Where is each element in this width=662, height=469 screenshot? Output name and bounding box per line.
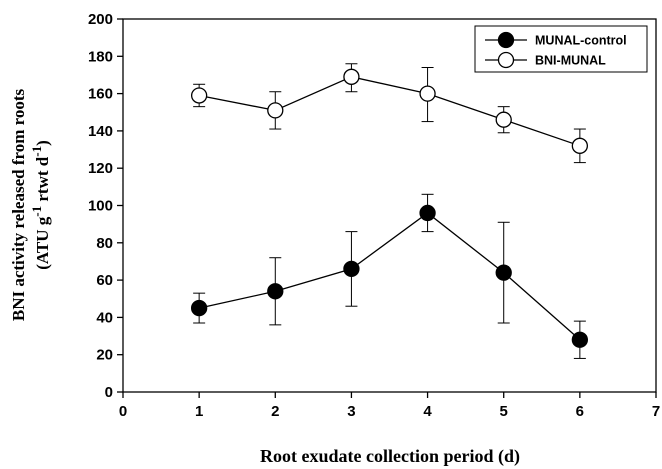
x-tick-label: 1: [195, 403, 203, 420]
data-point-bni-munal: [343, 68, 360, 85]
data-point-bni-munal: [571, 137, 589, 154]
y-tick-label: 60: [96, 272, 113, 289]
y-tick-label: 200: [88, 11, 113, 28]
x-tick-label: 7: [652, 403, 660, 420]
series-line-munal-control: [199, 212, 581, 341]
y-tick-label: 180: [88, 48, 113, 65]
y-axis-title-line2: (ATU g-1 rtwt d-1): [29, 140, 52, 270]
y-tick-label: 20: [96, 347, 113, 364]
data-point-bni-munal: [267, 102, 284, 119]
y-tick-label: 80: [96, 235, 113, 252]
data-point-munal-control: [571, 331, 589, 348]
data-point-munal-control: [419, 204, 436, 222]
legend-label-munal-control: MUNAL-control: [535, 34, 627, 48]
data-point-bni-munal: [419, 85, 436, 102]
legend: MUNAL-control BNI-MUNAL: [474, 25, 648, 73]
y-tick-label: 140: [88, 123, 113, 140]
series-munal-control: [190, 193, 589, 359]
legend-marker-munal-control: [497, 31, 515, 49]
data-point-bni-munal: [190, 87, 208, 104]
y-tick-label: 100: [88, 198, 113, 215]
series-line-bni-munal: [199, 76, 581, 147]
x-axis-ticks: 0 1 2 3 4 5 6 7: [119, 392, 660, 420]
x-tick-label: 5: [500, 403, 508, 420]
y-tick-label: 0: [105, 384, 113, 401]
series-bni-munal: [190, 63, 589, 164]
data-point-munal-control: [267, 283, 284, 300]
data-point-bni-munal: [495, 111, 512, 128]
x-tick-label: 3: [347, 403, 355, 420]
y-tick-label: 120: [88, 160, 113, 177]
y-tick-label: 40: [96, 309, 113, 326]
y-tick-label: 160: [88, 86, 113, 103]
data-point-munal-control: [495, 264, 512, 281]
y-axis-ticks: 0 20 40 60 80 100 120 140 160 180 200: [88, 11, 123, 401]
x-tick-label: 2: [271, 403, 279, 420]
x-tick-label: 4: [423, 403, 432, 420]
data-point-munal-control: [343, 260, 360, 278]
y-axis-title: BNI activity released from roots (ATU g-…: [9, 88, 52, 321]
x-tick-label: 6: [576, 403, 584, 420]
y-axis-title-line1: BNI activity released from roots: [9, 88, 28, 321]
legend-marker-bni-munal: [497, 51, 515, 69]
x-tick-label: 0: [119, 403, 127, 420]
legend-label-bni-munal: BNI-MUNAL: [535, 54, 606, 68]
data-point-munal-control: [190, 299, 208, 317]
x-axis-title: Root exudate collection period (d): [260, 446, 520, 467]
series-layer: [190, 63, 589, 359]
